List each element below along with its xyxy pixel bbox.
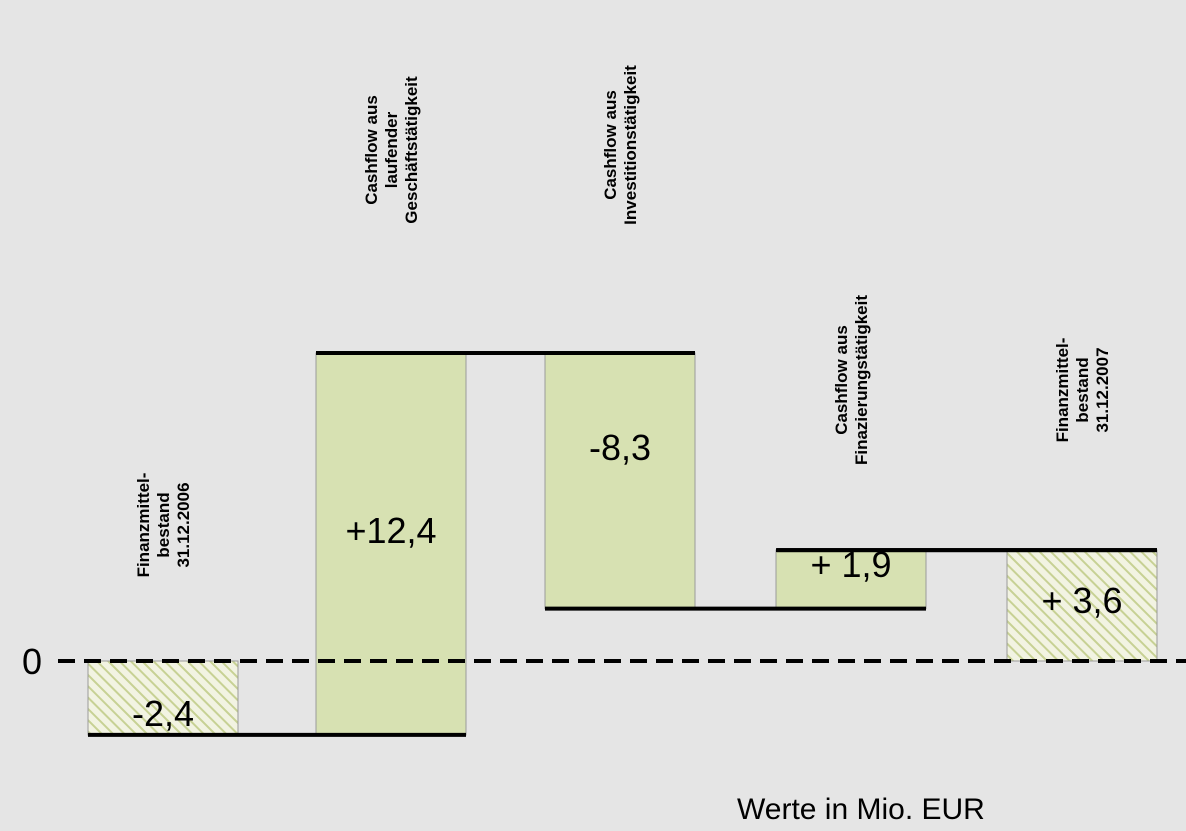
category-label-3-line-1: Cashflow aus — [601, 90, 620, 200]
bars-group — [87, 352, 1158, 736]
zero-axis-label: 0 — [22, 641, 42, 682]
category-label-4-line-1: Cashflow aus — [832, 325, 851, 435]
value-label-4: + 1,9 — [810, 544, 891, 585]
category-label-5-line-2: bestand — [1073, 357, 1092, 422]
value-label-1: -2,4 — [132, 693, 194, 734]
category-label-2-line-2: laufender — [382, 111, 401, 188]
category-label-3-line-2: Investitionstätigkeit — [621, 65, 640, 225]
bar-3 — [544, 352, 696, 610]
value-label-3: -8,3 — [589, 427, 651, 468]
category-label-1-line-1: Finanzmittel- — [134, 473, 153, 578]
category-label-2-line-3: Geschäftstätigkeit — [402, 76, 421, 224]
category-label-2-line-1: Cashflow aus — [362, 95, 381, 205]
bar-2 — [315, 352, 467, 736]
bar-5 — [1006, 549, 1158, 662]
category-label-5-line-3: 31.12.2007 — [1093, 347, 1112, 432]
category-label-1-line-2: bestand — [154, 492, 173, 557]
value-label-5: + 3,6 — [1041, 580, 1122, 621]
value-labels: -2,4 +12,4 -8,3 + 1,9 + 3,6 — [132, 427, 1123, 734]
value-label-2: +12,4 — [345, 510, 436, 551]
category-label-1-line-3: 31.12.2006 — [174, 482, 193, 567]
category-label-5-line-1: Finanzmittel- — [1053, 338, 1072, 443]
category-label-4-line-2: Finazierungstätigkeit — [852, 295, 871, 465]
connector-lines — [88, 351, 1157, 737]
unit-note: Werte in Mio. EUR — [737, 793, 985, 826]
bar-1 — [87, 660, 239, 736]
